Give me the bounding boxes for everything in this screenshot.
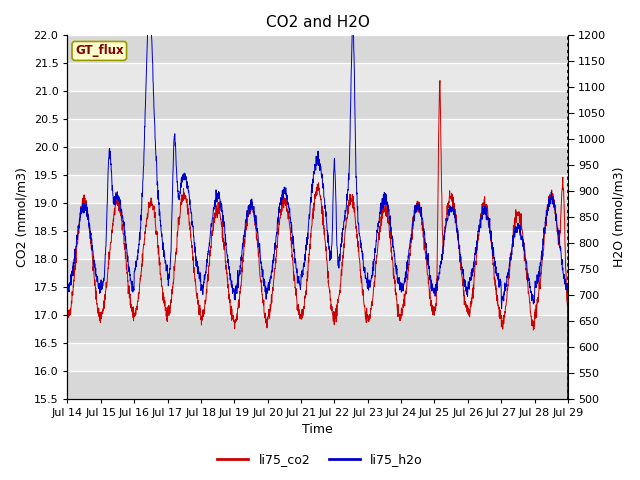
Bar: [67, 203, 568, 231]
Bar: [67, 36, 568, 63]
Y-axis label: H2O (mmol/m3): H2O (mmol/m3): [612, 167, 625, 267]
Y-axis label: CO2 (mmol/m3): CO2 (mmol/m3): [15, 167, 28, 267]
Bar: [67, 315, 568, 343]
Bar: [67, 175, 568, 203]
Bar: [67, 63, 568, 91]
Bar: [67, 147, 568, 175]
Bar: [67, 91, 568, 119]
Bar: [67, 231, 568, 259]
Bar: [67, 119, 568, 147]
Title: CO2 and H2O: CO2 and H2O: [266, 15, 370, 30]
Bar: [67, 371, 568, 398]
Text: GT_flux: GT_flux: [75, 45, 124, 58]
Bar: [67, 259, 568, 287]
X-axis label: Time: Time: [302, 423, 333, 436]
Bar: [67, 343, 568, 371]
Legend: li75_co2, li75_h2o: li75_co2, li75_h2o: [212, 448, 428, 471]
Bar: [67, 287, 568, 315]
